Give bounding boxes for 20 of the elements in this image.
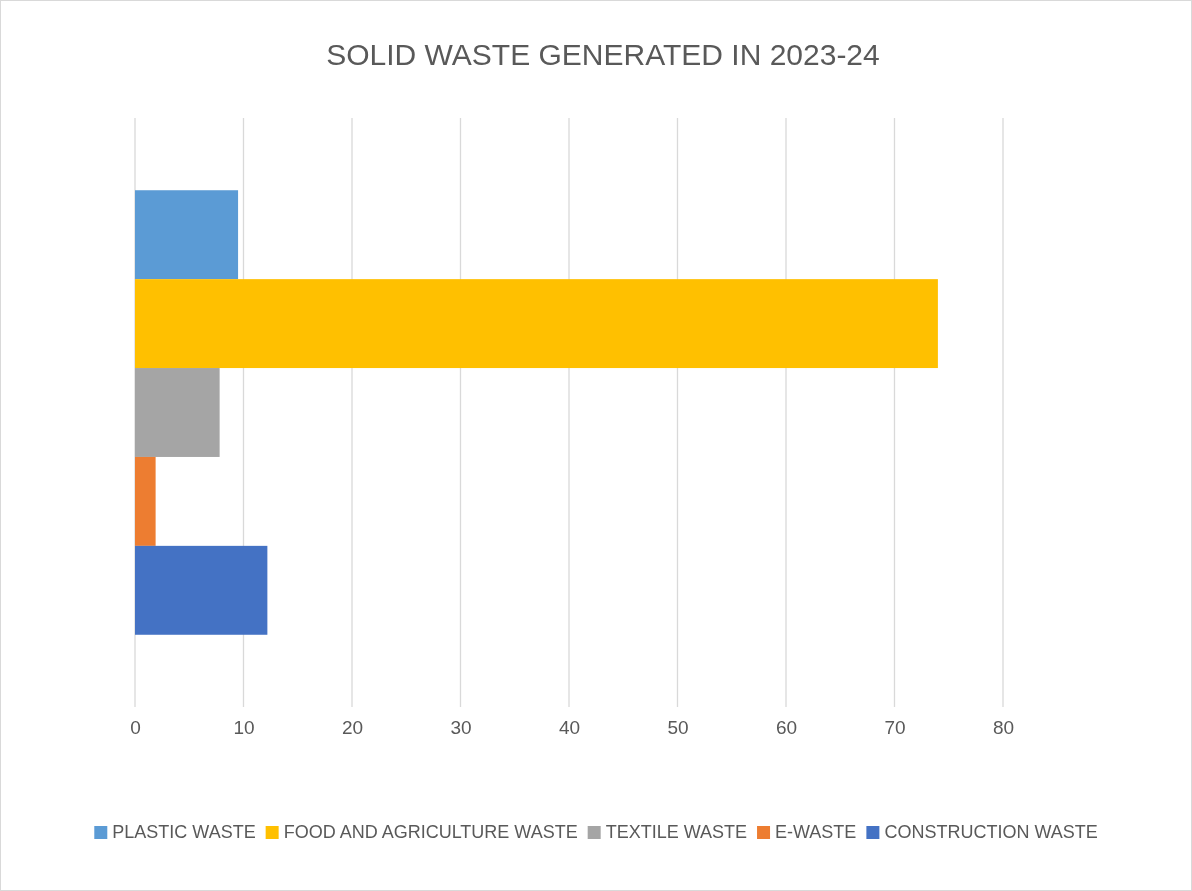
- x-tick-label: 30: [450, 717, 472, 739]
- legend-label: CONSTRUCTION WASTE: [884, 822, 1098, 842]
- x-tick-label: 80: [992, 717, 1015, 739]
- bar: [135, 456, 156, 546]
- bar: [135, 190, 239, 280]
- bar: [135, 279, 938, 369]
- legend-label: TEXTILE WASTE: [605, 822, 748, 842]
- x-tick-label: 0: [130, 717, 141, 739]
- bar: [135, 545, 268, 635]
- x-tick-label: 60: [775, 717, 798, 739]
- legend-label: FOOD AND AGRICULTURE WASTE: [283, 822, 578, 842]
- x-tick-label: 70: [884, 717, 906, 739]
- legend-label: PLASTIC WASTE: [112, 822, 256, 842]
- x-tick-label: 10: [233, 717, 255, 739]
- legend-label: E-WASTE: [775, 822, 857, 842]
- chart-title: SOLID WASTE GENERATED IN 2023-24: [326, 38, 880, 71]
- x-tick-label: 20: [341, 717, 364, 739]
- bar: [135, 368, 220, 457]
- x-tick-label: 50: [667, 717, 689, 739]
- x-tick-label: 40: [558, 717, 581, 739]
